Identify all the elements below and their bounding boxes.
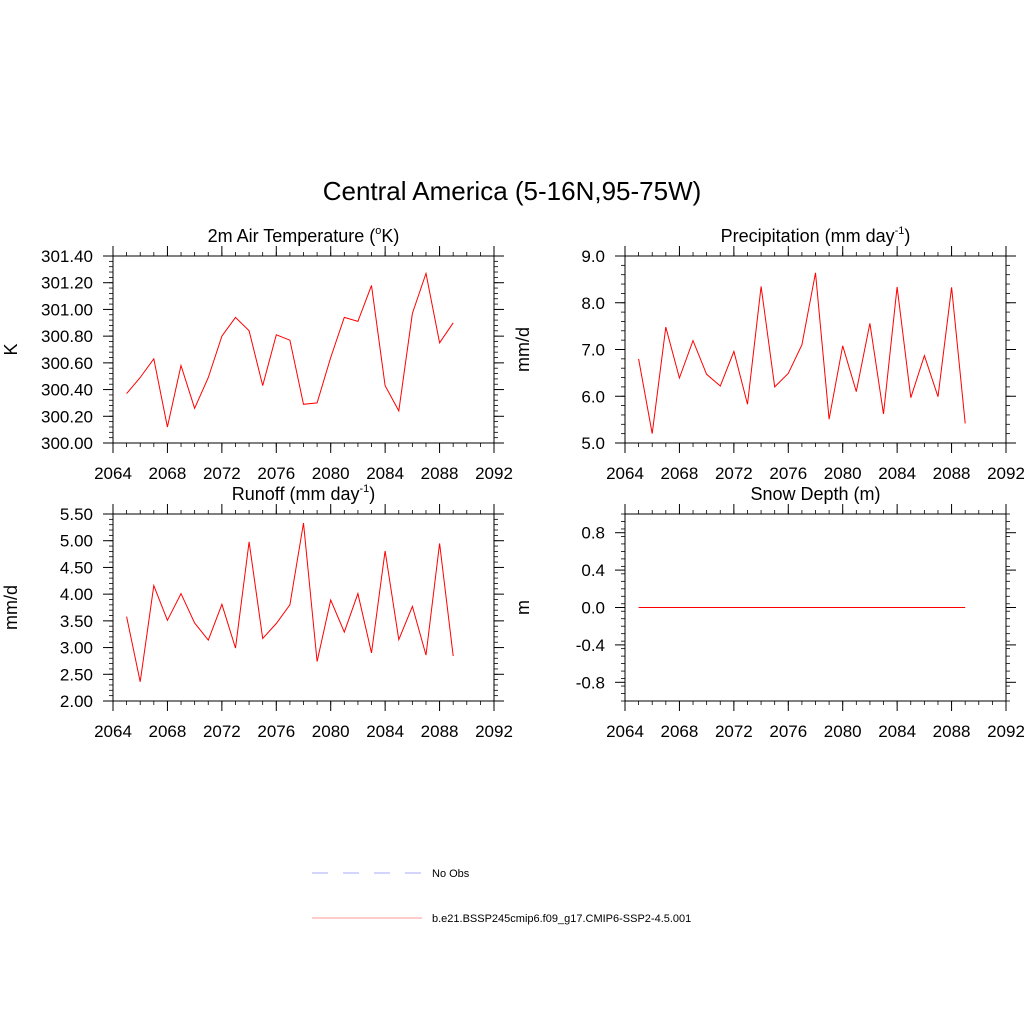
runoff-xtick-label: 2068 [149, 722, 187, 741]
runoff-title-sup: -1 [359, 483, 369, 495]
runoff-xtick-label: 2084 [366, 722, 404, 741]
precipitation-xtick-label: 2084 [878, 464, 916, 483]
runoff-ytick-label: 2.00 [60, 692, 93, 711]
runoff-xtick-label: 2088 [421, 722, 459, 741]
air-temperature-xtick-label: 2084 [366, 464, 404, 483]
snow-depth-title-main: Snow Depth (m) [750, 484, 880, 504]
precipitation-title-tail: ) [904, 226, 910, 246]
runoff-xtick-label: 2076 [257, 722, 295, 741]
precipitation-xtick-label: 2064 [606, 464, 644, 483]
runoff-ytick-label: 5.00 [60, 532, 93, 551]
runoff-xtick-label: 2072 [203, 722, 241, 741]
air-temperature-title: 2m Air Temperature (oK) [208, 225, 400, 246]
snow-depth-ytick-label: 0.8 [581, 524, 605, 543]
runoff-ytick-label: 3.00 [60, 639, 93, 658]
air-temperature-ytick-label: 300.20 [41, 407, 93, 426]
runoff-title: Runoff (mm day-1) [232, 483, 376, 504]
precipitation-title-main: Precipitation (mm day [721, 226, 895, 246]
snow-depth-xtick-label: 2084 [878, 722, 916, 741]
air-temperature-xtick-label: 2080 [312, 464, 350, 483]
precipitation-xtick-label: 2072 [715, 464, 753, 483]
runoff-ytick-label: 2.50 [60, 665, 93, 684]
runoff-xtick-label: 2092 [475, 722, 513, 741]
panel-precipitation: Precipitation (mm day-1) mm/d 2064 2068 2072… [513, 225, 1024, 483]
air-temperature-xtick-label: 2072 [203, 464, 241, 483]
figure-title: Central America (5-16N,95-75W) [323, 176, 702, 206]
legend: No Obs b.e21.BSSP245cmip6.f09_g17.CMIP6-… [312, 868, 691, 925]
air-temperature-title-sup: o [375, 225, 381, 237]
legend-label-no-obs: No Obs [432, 868, 470, 880]
precipitation-ytick-label: 8.0 [581, 294, 605, 313]
air-temperature-xtick-label: 2088 [421, 464, 459, 483]
precipitation-frame [624, 255, 1007, 444]
snow-depth-ylabel: m [513, 600, 533, 615]
air-temperature-title-tail: K) [381, 226, 399, 246]
air-temperature-xtick-label: 2068 [149, 464, 187, 483]
air-temperature-ytick-label: 301.40 [41, 247, 93, 266]
precipitation-title-sup: -1 [895, 225, 905, 237]
runoff-xtick-label: 2064 [94, 722, 132, 741]
snow-depth-xtick-label: 2076 [769, 722, 807, 741]
runoff-frame [112, 513, 495, 702]
legend-label-model: b.e21.BSSP245cmip6.f09_g17.CMIP6-SSP2-4.… [432, 913, 691, 925]
precipitation-xtick-label: 2080 [824, 464, 862, 483]
snow-depth-xtick-label: 2072 [715, 722, 753, 741]
runoff-xtick-label: 2080 [312, 722, 350, 741]
air-temperature-ytick-label: 300.80 [41, 327, 93, 346]
runoff-title-tail: ) [369, 484, 375, 504]
precipitation-xtick-label: 2068 [661, 464, 699, 483]
air-temperature-ytick-label: 301.20 [41, 274, 93, 293]
snow-depth-ytick-label: 0.4 [581, 561, 605, 580]
snow-depth-xtick-label: 2092 [987, 722, 1024, 741]
air-temperature-title-main: 2m Air Temperature ( [208, 226, 376, 246]
precipitation-ytick-label: 9.0 [581, 247, 605, 266]
snow-depth-xtick-label: 2064 [606, 722, 644, 741]
runoff-series-line [126, 523, 454, 682]
precipitation-ylabel: mm/d [513, 327, 533, 372]
snow-depth-xtick-label: 2080 [824, 722, 862, 741]
runoff-ytick-label: 3.50 [60, 612, 93, 631]
runoff-title-main: Runoff (mm day [232, 484, 360, 504]
air-temperature-xtick-label: 2064 [94, 464, 132, 483]
air-temperature-ylabel: K [1, 343, 21, 355]
snow-depth-ytick-label: 0.0 [581, 599, 605, 618]
precipitation-xtick-label: 2088 [933, 464, 971, 483]
snow-depth-ytick-label: -0.8 [576, 673, 605, 692]
air-temperature-xtick-label: 2076 [257, 464, 295, 483]
air-temperature-ytick-label: 300.00 [41, 434, 93, 453]
snow-depth-xtick-label: 2068 [661, 722, 699, 741]
precipitation-title: Precipitation (mm day-1) [721, 225, 911, 246]
runoff-ytick-label: 5.50 [60, 505, 93, 524]
air-temperature-ytick-label: 301.00 [41, 300, 93, 319]
runoff-ytick-label: 4.50 [60, 558, 93, 577]
precipitation-ytick-label: 5.0 [581, 434, 605, 453]
air-temperature-xtick-label: 2092 [475, 464, 513, 483]
runoff-ytick-label: 4.00 [60, 585, 93, 604]
runoff-ylabel: mm/d [1, 585, 21, 630]
panel-air-temperature: 2m Air Temperature (oK) K 2064 2068 2072 2076… [1, 225, 513, 483]
air-temperature-ytick-label: 300.60 [41, 354, 93, 373]
snow-depth-xtick-label: 2088 [933, 722, 971, 741]
air-temperature-series-line [126, 271, 454, 428]
snow-depth-ytick-label: -0.4 [576, 636, 605, 655]
precipitation-xtick-label: 2076 [769, 464, 807, 483]
precipitation-ytick-label: 6.0 [581, 387, 605, 406]
precipitation-xtick-label: 2092 [987, 464, 1024, 483]
panel-runoff: Runoff (mm day-1) mm/d 2064 2068 2072 2076 208… [1, 483, 513, 741]
precipitation-series-line [638, 272, 966, 434]
precipitation-ytick-label: 7.0 [581, 341, 605, 360]
air-temperature-ytick-label: 300.40 [41, 381, 93, 400]
panel-snow-depth: Snow Depth (m) m 2064 2068 2072 2076 2080 2084 2… [513, 484, 1024, 741]
snow-depth-title: Snow Depth (m) [750, 484, 880, 504]
